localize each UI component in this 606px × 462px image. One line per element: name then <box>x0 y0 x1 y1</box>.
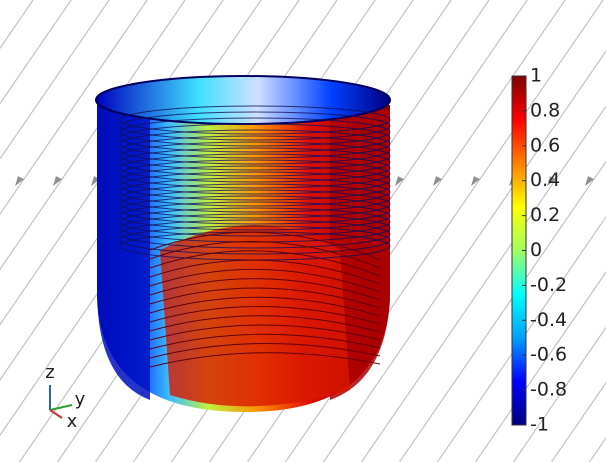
field-loop <box>119 123 391 153</box>
field-loop <box>119 159 391 189</box>
streamline-arrow <box>547 176 556 187</box>
field-loop <box>119 141 391 171</box>
field-curve <box>149 352 381 368</box>
streamline <box>588 437 606 462</box>
streamline <box>550 381 606 462</box>
field-loop <box>119 171 391 201</box>
colorbar-tick-label: -0.8 <box>530 379 567 401</box>
axis-triad: z y x <box>45 362 85 432</box>
field-curve <box>149 278 381 301</box>
cup-left-shade <box>97 105 150 400</box>
streamline <box>0 0 34 50</box>
colorbar-tick-label: -0.6 <box>530 344 567 366</box>
colorbar-tick-label: -1 <box>530 414 549 436</box>
field-loop <box>119 117 391 147</box>
field-curve <box>149 343 381 359</box>
streamline <box>0 0 72 105</box>
colorbar-tick-label: 1 <box>530 65 542 87</box>
cup <box>95 75 391 412</box>
field-loop <box>119 129 391 159</box>
field-loop <box>119 189 391 219</box>
field-curve <box>149 324 381 341</box>
field-curve <box>149 268 381 293</box>
field-curve <box>149 333 381 350</box>
colorbar-tick-label: 0 <box>530 239 542 261</box>
colorbar-tick-label: 0.6 <box>530 134 560 156</box>
streamline <box>322 50 606 462</box>
field-loop <box>119 105 391 135</box>
triad-x-label: x <box>67 411 78 432</box>
triad-x <box>49 409 63 419</box>
field-loop <box>119 219 391 249</box>
colorbar-tick-label: -0.2 <box>530 274 567 296</box>
streamline <box>0 0 148 215</box>
field-loop <box>119 207 391 237</box>
field-loop <box>119 153 391 183</box>
colorbar-tick-label: 0.2 <box>530 204 560 226</box>
field-loop <box>119 135 391 165</box>
field-loop <box>119 177 391 207</box>
colorbar-tick-label: 0.8 <box>530 99 560 121</box>
field-loop <box>119 165 391 195</box>
field-curve <box>149 315 381 333</box>
streamline <box>0 0 224 326</box>
streamline <box>0 0 110 160</box>
streamline-arrow <box>471 176 480 187</box>
triad-z-label: z <box>45 362 54 383</box>
triad-y <box>49 404 73 411</box>
streamline <box>0 0 2 462</box>
field-loop <box>119 201 391 231</box>
field-lines <box>119 105 391 368</box>
field-curve <box>149 296 381 317</box>
triad-y-label: y <box>75 389 86 410</box>
field-loop <box>119 111 391 141</box>
field-curve <box>149 241 381 269</box>
field-loop <box>119 183 391 213</box>
streamline <box>398 160 606 462</box>
field-curve <box>149 306 381 325</box>
streamline <box>436 216 606 462</box>
field-loop <box>119 195 391 225</box>
field-curve <box>149 250 381 277</box>
field-loop <box>119 225 391 255</box>
field-loop <box>119 147 391 177</box>
streamline <box>0 0 186 271</box>
field-curve <box>149 287 381 309</box>
streamline-arrow <box>53 176 62 187</box>
streamline <box>360 105 606 462</box>
streamline-arrow <box>15 176 24 187</box>
streamline-arrow <box>433 176 442 187</box>
field-curve <box>149 259 381 285</box>
streamline-arrow <box>585 176 594 187</box>
streamline-arrow <box>395 176 404 187</box>
field-curve <box>149 231 381 261</box>
colorbar-tick-label: 0.4 <box>530 169 560 191</box>
cup-rim <box>95 75 391 125</box>
streamline <box>512 326 606 462</box>
colorbar-tick-label: -0.4 <box>530 309 567 331</box>
